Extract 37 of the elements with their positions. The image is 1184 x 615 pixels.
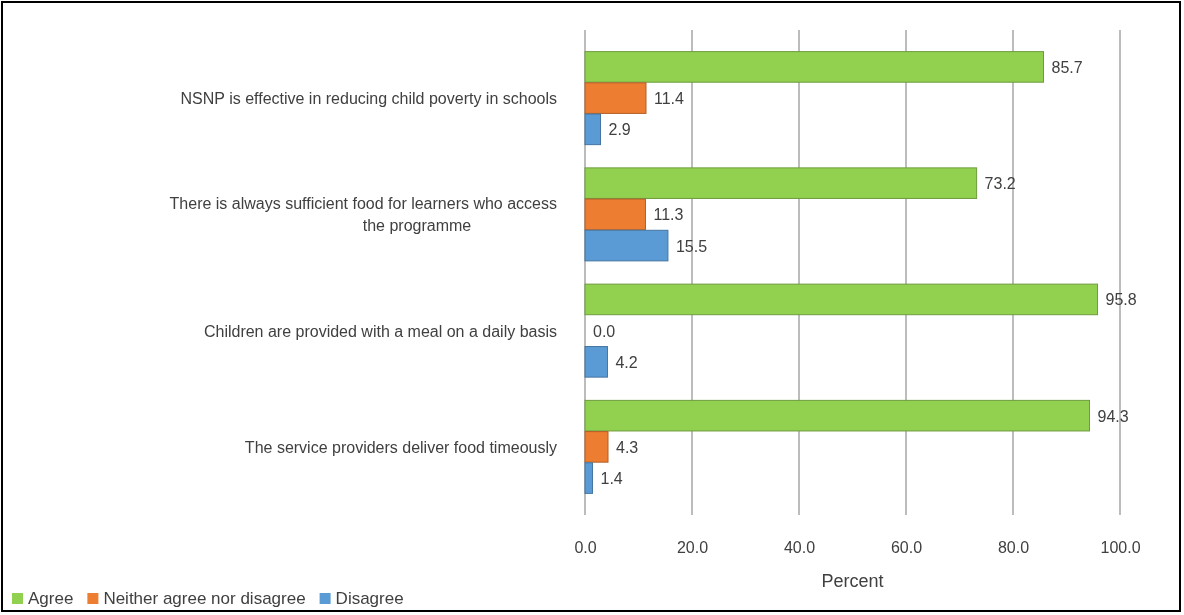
legend-label: Agree	[28, 589, 74, 608]
bar	[584, 462, 593, 494]
data-label: 95.8	[1105, 291, 1137, 309]
legend-label: Neither agree nor disagree	[103, 589, 306, 608]
data-label: 73.2	[984, 175, 1016, 193]
data-label: 15.5	[675, 237, 708, 255]
x-axis-title: Percent	[821, 571, 884, 591]
bar	[584, 51, 1044, 83]
data-label: 94.3	[1097, 407, 1129, 425]
data-label: 11.3	[653, 206, 684, 224]
x-tick-label: 80.0	[997, 539, 1030, 557]
data-label: 4.3	[616, 438, 639, 456]
x-tick-label: 20.0	[676, 539, 709, 557]
y-tick-label: NSNP is effective in reducing child poverty in schools	[180, 90, 557, 108]
bar	[584, 283, 1099, 316]
bar	[584, 229, 669, 262]
data-label: 4.2	[615, 353, 638, 371]
bar	[584, 431, 609, 463]
data-label: 2.9	[608, 121, 631, 139]
data-label: 11.4	[653, 90, 685, 108]
data-label: 85.7	[1051, 58, 1083, 76]
bar	[584, 167, 978, 199]
bar	[584, 82, 647, 114]
bar	[584, 198, 646, 231]
x-tick-label: 100.0	[1100, 539, 1141, 557]
x-tick-label: 40.0	[783, 539, 816, 557]
bar	[584, 113, 602, 146]
x-tick-label: 0.0	[574, 539, 597, 557]
y-tick-label: There is always sufficient food for learners who access the programme	[169, 195, 557, 235]
y-tick-label: Children are provided with a meal on a daily basis	[203, 322, 557, 340]
legend-label: Disagree	[335, 589, 404, 608]
data-label: 0.0	[593, 322, 616, 340]
x-tick-label: 60.0	[890, 539, 923, 557]
y-tick-label: The service providers deliver food timeously	[244, 438, 557, 456]
bar	[584, 346, 608, 378]
bar	[584, 399, 1091, 432]
data-label: 1.4	[600, 470, 623, 488]
